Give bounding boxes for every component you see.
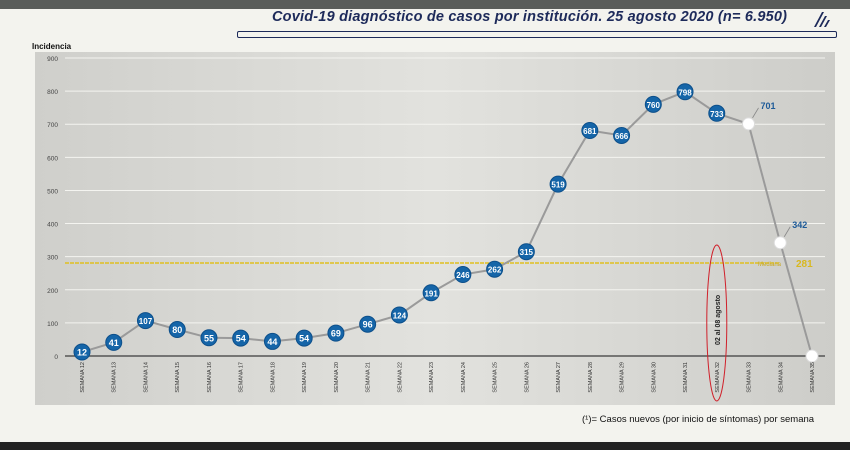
data-point (422, 284, 440, 302)
x-tick-label: SEMANA 24 (461, 362, 467, 393)
x-tick-label: SEMANA 25 (493, 362, 499, 393)
data-point (613, 126, 631, 144)
x-tick-label: SEMANA 22 (397, 362, 403, 393)
data-point (517, 243, 535, 261)
x-tick-label: SEMANA 23 (429, 362, 435, 393)
annotation-text: 02 al 08 agosto (715, 295, 722, 345)
y-tick-label: 200 (47, 288, 58, 295)
y-tick-label: 400 (47, 222, 58, 229)
data-label: 80 (172, 325, 182, 335)
data-point (644, 95, 662, 113)
plot-background (35, 52, 835, 405)
label-leader (752, 107, 759, 119)
x-tick-label: SEMANA 32 (715, 362, 721, 393)
data-label: 44 (267, 337, 277, 347)
data-label: 54 (236, 334, 246, 344)
data-label: 41 (109, 338, 119, 348)
data-label: 96 (363, 320, 373, 330)
data-label: 681 (583, 127, 597, 136)
y-tick-label: 900 (47, 56, 58, 63)
y-tick-label: 800 (47, 89, 58, 96)
x-tick-label: SEMANA 14 (143, 362, 149, 393)
data-label: 342 (792, 220, 807, 230)
data-point (359, 315, 377, 333)
x-tick-label: SEMANA 33 (747, 362, 753, 393)
data-label: 262 (488, 266, 502, 275)
x-tick-label: SEMANA 16 (207, 362, 213, 393)
data-point (549, 175, 567, 193)
data-point (105, 333, 123, 351)
x-tick-label: SEMANA 18 (270, 362, 276, 393)
data-label: 124 (393, 311, 407, 320)
y-tick-label: 300 (47, 255, 58, 262)
logo-icon (814, 12, 830, 27)
data-point (486, 260, 504, 278)
x-tick-label: SEMANA 35 (810, 362, 816, 393)
footnote: (¹)= Casos nuevos (por inicio de síntoma… (582, 414, 815, 425)
title-underline (237, 31, 837, 38)
data-label: 12 (77, 348, 87, 358)
y-axis-label: Incidencia (32, 42, 72, 51)
data-point (200, 329, 218, 347)
data-point (73, 343, 91, 361)
x-tick-label: SEMANA 13 (112, 362, 118, 393)
y-tick-label: 500 (47, 188, 58, 195)
data-point (263, 332, 281, 350)
x-tick-label: SEMANA 34 (778, 362, 784, 393)
data-point (454, 266, 472, 284)
data-label: 54 (299, 334, 309, 344)
x-tick-label: SEMANA 19 (302, 362, 308, 393)
x-tick-label: SEMANA 20 (334, 362, 340, 393)
median-value: 281 (796, 259, 813, 270)
data-point (581, 122, 599, 140)
x-tick-label: SEMANA 27 (556, 362, 562, 393)
data-label: 107 (139, 317, 153, 326)
x-tick-label: SEMANA 17 (239, 362, 245, 393)
data-point (805, 349, 819, 363)
data-label: 246 (456, 271, 470, 280)
data-label: 69 (331, 329, 341, 339)
x-tick-label: SEMANA 12 (80, 362, 86, 393)
x-tick-label: SEMANA 15 (175, 362, 181, 393)
data-point (232, 329, 250, 347)
data-label: 798 (678, 88, 692, 97)
y-tick-label: 0 (54, 354, 58, 361)
x-tick-label: SEMANA 26 (524, 362, 530, 393)
data-label: 733 (710, 110, 724, 119)
y-tick-label: 600 (47, 155, 58, 162)
median-label: Mediana (758, 262, 782, 268)
data-label: 55 (204, 333, 214, 343)
data-point (136, 312, 154, 330)
y-tick-label: 700 (47, 122, 58, 129)
data-point (708, 104, 726, 122)
data-point (327, 324, 345, 342)
data-point (742, 117, 756, 131)
chart-title: Covid-19 diagnóstico de casos por instit… (272, 9, 788, 25)
data-label: 701 (761, 101, 776, 111)
data-label: 191 (424, 289, 438, 298)
x-tick-label: SEMANA 30 (651, 362, 657, 393)
x-tick-label: SEMANA 28 (588, 362, 594, 393)
data-point (168, 321, 186, 339)
data-point (773, 236, 787, 250)
data-point (295, 329, 313, 347)
data-point (390, 306, 408, 324)
bottom-bar (0, 442, 850, 450)
top-bar (0, 0, 850, 9)
data-point (676, 83, 694, 101)
label-leader (783, 226, 791, 237)
annotation-ellipse (706, 244, 728, 402)
x-tick-label: SEMANA 29 (620, 362, 626, 393)
data-label: 760 (647, 101, 661, 110)
data-label: 519 (551, 181, 565, 190)
x-tick-label: SEMANA 31 (683, 362, 689, 393)
y-tick-label: 100 (47, 321, 58, 328)
x-tick-label: SEMANA 21 (366, 362, 372, 393)
data-label: 315 (520, 248, 534, 257)
data-label: 666 (615, 132, 629, 141)
